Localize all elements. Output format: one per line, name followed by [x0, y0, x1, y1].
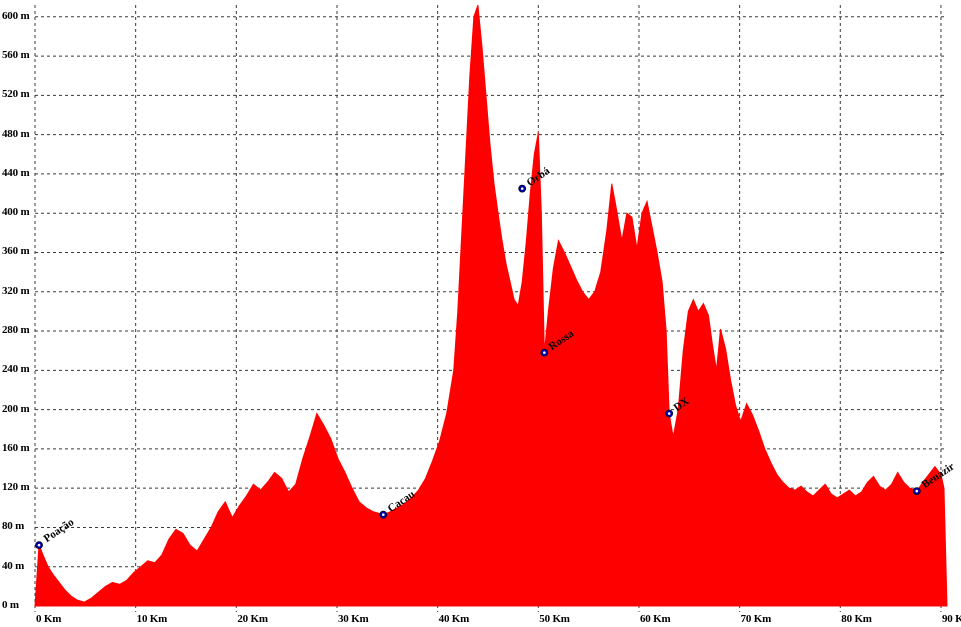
y-axis-tick-label: 360 m	[2, 245, 30, 258]
y-axis-tick-label: 80 m	[2, 520, 25, 533]
y-axis-tick-label: 280 m	[2, 324, 30, 337]
x-axis-tick-label: 0 Km	[36, 613, 62, 625]
y-axis-tick-label: 0 m	[2, 599, 19, 611]
y-axis-tick-label: 200 m	[2, 402, 30, 415]
y-axis-tick-label: 40 m	[2, 559, 25, 572]
elevation-area-fill	[34, 4, 948, 607]
y-axis-tick-label: 480 m	[2, 127, 30, 140]
waypoint-markers	[35, 184, 921, 550]
y-axis-tick-label: 560 m	[2, 49, 30, 62]
x-axis-tick-label: 20 Km	[237, 613, 268, 625]
y-axis-tick-label: 440 m	[2, 166, 30, 179]
x-axis-tick-label: 50 Km	[539, 613, 570, 625]
y-axis-tick-label: 520 m	[2, 88, 30, 101]
y-axis-tick-label: 240 m	[2, 363, 30, 376]
x-axis-tick-label: 10 Km	[136, 613, 168, 625]
x-axis-tick-label: 90 Km	[941, 613, 961, 625]
x-axis-tick-label: 70 Km	[740, 613, 772, 625]
y-axis-tick-label: 160 m	[2, 441, 30, 454]
y-axis-tick-label: 600 m	[2, 9, 30, 22]
y-axis-tick-label: 400 m	[2, 206, 30, 219]
x-axis-tick-label: 40 Km	[438, 613, 470, 625]
x-axis-tick-label: 60 Km	[639, 613, 671, 625]
x-axis-tick-label: 30 Km	[337, 613, 369, 625]
y-axis-tick-label: 320 m	[2, 284, 30, 297]
x-axis-tick-label: 80 Km	[841, 613, 872, 625]
y-axis-tick-label: 120 m	[2, 481, 30, 494]
